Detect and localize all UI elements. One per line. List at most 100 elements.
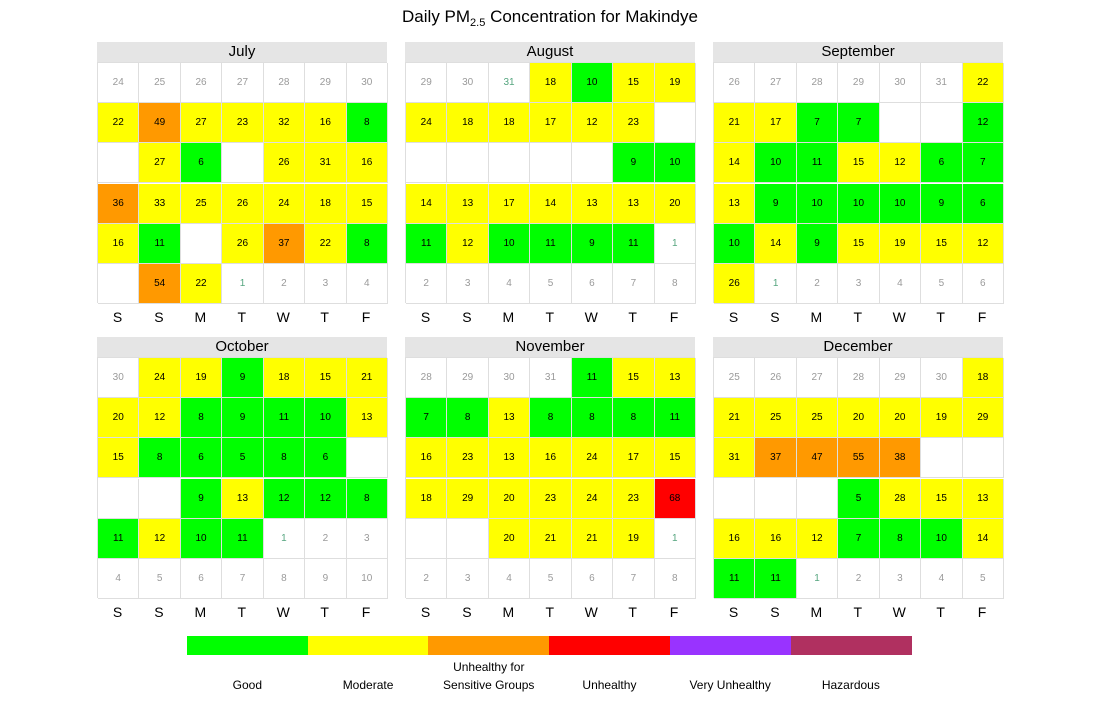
day-value: 6 bbox=[979, 197, 986, 209]
day-value: 26 bbox=[728, 77, 740, 88]
day-value: 29 bbox=[894, 372, 906, 383]
day-cell: 47 bbox=[796, 438, 839, 479]
empty-day-cell bbox=[222, 143, 264, 184]
adjacent-month-day-cell: 7 bbox=[613, 263, 655, 304]
adjacent-month-day-cell: 30 bbox=[346, 63, 388, 104]
day-value: 9 bbox=[239, 372, 246, 383]
adjacent-month-day-cell: 28 bbox=[406, 358, 448, 399]
day-value: 5 bbox=[855, 492, 862, 504]
day-cell: 10 bbox=[755, 143, 797, 184]
day-cell: 9 bbox=[921, 183, 963, 224]
day-value: 8 bbox=[281, 452, 287, 464]
day-cell: 23 bbox=[222, 103, 264, 144]
day-value: 38 bbox=[894, 452, 906, 464]
weekday-label: S bbox=[728, 309, 739, 325]
day-value: 9 bbox=[938, 197, 945, 209]
empty-day-cell bbox=[571, 143, 614, 184]
day-cell: 13 bbox=[222, 478, 264, 519]
day-cell: 16 bbox=[98, 223, 140, 264]
day-cell: 20 bbox=[98, 398, 140, 439]
day-cell: 16 bbox=[714, 518, 756, 559]
day-value: 8 bbox=[281, 572, 287, 584]
day-value: 21 bbox=[544, 532, 557, 544]
day-cell: 15 bbox=[98, 438, 140, 479]
day-value: 27 bbox=[236, 77, 249, 88]
day-value: 27 bbox=[195, 117, 207, 129]
day-cell: 13 bbox=[488, 438, 531, 479]
adjacent-month-day-cell: 24 bbox=[98, 63, 140, 104]
day-cell: 23 bbox=[530, 478, 572, 519]
adjacent-month-day-cell: 4 bbox=[488, 558, 531, 599]
day-value: 20 bbox=[503, 492, 515, 504]
weekday-label: T bbox=[936, 604, 945, 620]
day-value: 6 bbox=[198, 572, 204, 584]
day-cell: 12 bbox=[305, 478, 347, 519]
day-value: 28 bbox=[278, 77, 290, 88]
day-value: 12 bbox=[319, 492, 331, 504]
empty-day-cell bbox=[654, 103, 696, 144]
day-cell: 31 bbox=[305, 143, 347, 184]
weekday-label: T bbox=[545, 604, 555, 620]
day-cell: 8 bbox=[180, 398, 223, 439]
day-value: 1 bbox=[671, 237, 678, 249]
day-value: 12 bbox=[977, 237, 989, 249]
day-value: 20 bbox=[669, 197, 681, 209]
day-value: 6 bbox=[938, 157, 945, 169]
empty-day-cell bbox=[447, 518, 489, 559]
day-value: 3 bbox=[855, 277, 862, 289]
day-cell: 16 bbox=[406, 438, 448, 479]
adjacent-month-day-cell: 5 bbox=[962, 558, 1004, 599]
day-value: 15 bbox=[627, 77, 639, 88]
day-grid: 30 24 19 9 18 15 21 20 12 8 9 11 10 13 15 8 6 5 8 6 9 13 12 12 8… bbox=[97, 357, 388, 599]
legend-label: Unhealthy bbox=[582, 678, 637, 692]
day-value: 29 bbox=[852, 77, 865, 88]
day-cell: 37 bbox=[263, 223, 306, 264]
day-value: 13 bbox=[236, 492, 249, 504]
day-value: 14 bbox=[420, 197, 432, 209]
day-value: 7 bbox=[855, 117, 862, 129]
day-cell: 18 bbox=[962, 358, 1004, 399]
day-cell: 23 bbox=[613, 103, 655, 144]
day-cell: 24 bbox=[406, 103, 448, 144]
day-cell: 12 bbox=[139, 518, 181, 559]
day-cell: 10 bbox=[879, 183, 922, 224]
day-cell: 6 bbox=[921, 143, 963, 184]
day-value: 5 bbox=[239, 452, 246, 464]
adjacent-month-day-cell: 30 bbox=[921, 358, 963, 399]
day-value: 11 bbox=[669, 412, 680, 424]
day-value: 5 bbox=[547, 572, 554, 584]
day-value: 10 bbox=[811, 197, 823, 209]
adjacent-month-day-cell: 8 bbox=[654, 263, 696, 304]
adjacent-month-day-cell: 8 bbox=[263, 558, 306, 599]
day-value: 3 bbox=[897, 572, 903, 584]
month-panel-october: October 30 24 19 9 18 15 21 20 12 8 9 11 10 13 15 8 6 5 8 6 9… bbox=[97, 337, 388, 622]
day-cell: 10 bbox=[571, 63, 614, 104]
adjacent-month-day-cell: 2 bbox=[305, 518, 347, 559]
weekday-label: S bbox=[154, 604, 164, 620]
day-cell: 10 bbox=[488, 223, 531, 264]
day-value: 12 bbox=[586, 117, 598, 129]
day-cell: 21 bbox=[571, 518, 614, 559]
adjacent-month-day-cell: 25 bbox=[139, 63, 181, 104]
day-cell: 49 bbox=[139, 103, 181, 144]
day-cell: 10 bbox=[654, 143, 696, 184]
weekday-label: T bbox=[853, 309, 863, 325]
day-value: 24 bbox=[420, 117, 432, 129]
day-cell: 12 bbox=[879, 143, 922, 184]
day-value: 11 bbox=[237, 532, 248, 544]
day-value: 11 bbox=[770, 572, 781, 584]
day-cell: 24 bbox=[571, 438, 614, 479]
day-value: 8 bbox=[671, 277, 678, 289]
day-value: 14 bbox=[977, 532, 989, 544]
day-cell: 6 bbox=[180, 438, 223, 479]
day-value: 17 bbox=[627, 452, 639, 464]
weekday-label: T bbox=[320, 309, 329, 325]
adjacent-month-day-cell: 6 bbox=[962, 263, 1004, 304]
weekday-label: M bbox=[810, 604, 823, 620]
day-cell: 15 bbox=[654, 438, 696, 479]
day-cell: 13 bbox=[488, 398, 531, 439]
day-value: 22 bbox=[195, 277, 207, 289]
day-value: 12 bbox=[894, 157, 906, 169]
empty-day-cell bbox=[346, 438, 388, 479]
title-suffix: Concentration for Makindye bbox=[485, 7, 698, 26]
